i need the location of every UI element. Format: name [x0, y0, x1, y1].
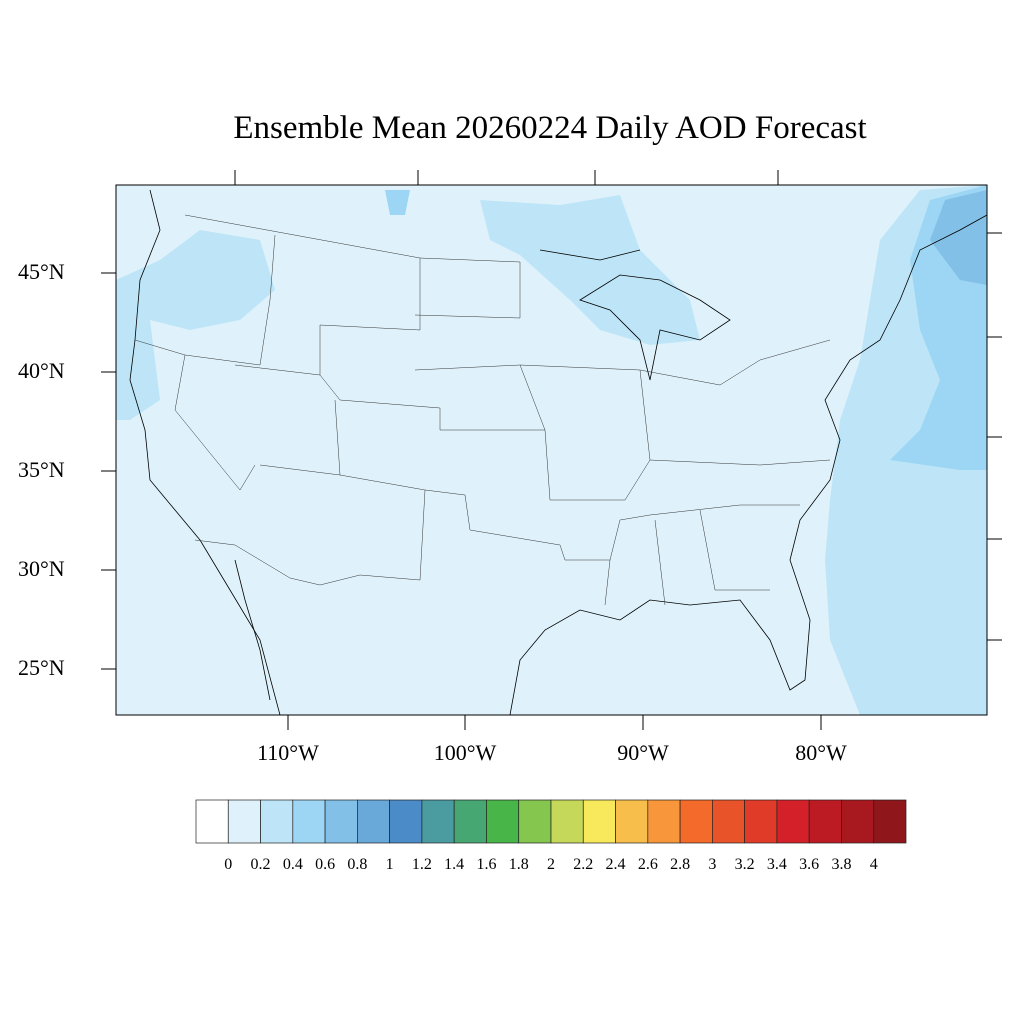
lat-label: 40°N: [18, 358, 65, 383]
colorbar-label: 1.4: [444, 856, 465, 873]
lon-label: 110°W: [257, 740, 319, 765]
lat-label: 25°N: [18, 655, 65, 680]
lon-label: 90°W: [617, 740, 669, 765]
state-borders: [134, 214, 831, 606]
coastlines: [129, 189, 987, 715]
colorbar-label: 1.2: [411, 856, 432, 873]
colorbar-label: 3.8: [831, 856, 852, 873]
colorbar-label: 2.8: [670, 856, 691, 873]
colorbar-box: [647, 799, 681, 844]
colorbar-box: [486, 799, 520, 844]
colorbar-label: 0.8: [347, 856, 368, 873]
colorbar-label: 3.6: [799, 856, 820, 873]
colorbar-box: [292, 799, 326, 844]
colorbar-box: [550, 799, 584, 844]
colorbar-box: [582, 799, 616, 844]
colorbar-label: 2.2: [573, 856, 594, 873]
colorbar-box: [421, 799, 455, 844]
colorbar-label: 2.6: [637, 856, 658, 873]
colorbar-label: 4: [869, 856, 878, 873]
lat-label: 30°N: [18, 556, 65, 581]
map-title: Ensemble Mean 20260224 Daily AOD Forecas…: [233, 110, 867, 146]
colorbar-box: [453, 799, 487, 844]
colorbar: [195, 799, 907, 844]
colorbar-label: 0.2: [250, 856, 271, 873]
colorbar-box: [227, 799, 261, 844]
colorbar-box: [389, 799, 423, 844]
colorbar-box: [679, 799, 713, 844]
lon-label: 100°W: [433, 740, 497, 765]
colorbar-box: [744, 799, 778, 844]
colorbar-label: 2: [547, 856, 555, 873]
colorbar-box: [712, 799, 745, 844]
colorbar-label: 3.4: [766, 856, 787, 873]
lat-label: 45°N: [18, 259, 65, 284]
axis-ticks: [101, 170, 1002, 730]
colorbar-label: 3.2: [734, 856, 755, 873]
colorbar-label: 3: [708, 856, 717, 873]
colorbar-box: [808, 799, 842, 844]
colorbar-box: [841, 799, 875, 844]
colorbar-label: 0.6: [315, 856, 336, 873]
colorbar-label: 0: [224, 856, 233, 873]
colorbar-box: [357, 799, 390, 844]
colorbar-label: 0.4: [282, 856, 303, 873]
colorbar-box: [518, 799, 552, 844]
aod-patch-greatlakes: [480, 195, 700, 345]
aod-patch-canada-maritime: [930, 190, 987, 285]
colorbar-box: [873, 799, 907, 844]
aod-field: [116, 185, 987, 715]
map-frame: [115, 184, 988, 716]
colorbar-box: [195, 799, 229, 844]
aod-patch-northwest: [116, 230, 275, 420]
colorbar-label: 1.8: [508, 856, 529, 873]
colorbar-box: [776, 799, 810, 844]
colorbar-box: [260, 799, 294, 844]
colorbar-box: [324, 799, 358, 844]
colorbar-label: 2.4: [605, 856, 626, 873]
lat-label: 35°N: [18, 457, 65, 482]
colorbar-box: [615, 799, 649, 844]
colorbar-label: 1.6: [476, 856, 497, 873]
aod-patch-bc: [385, 190, 410, 215]
lon-label: 80°W: [795, 740, 847, 765]
colorbar-label: 1: [385, 856, 394, 873]
